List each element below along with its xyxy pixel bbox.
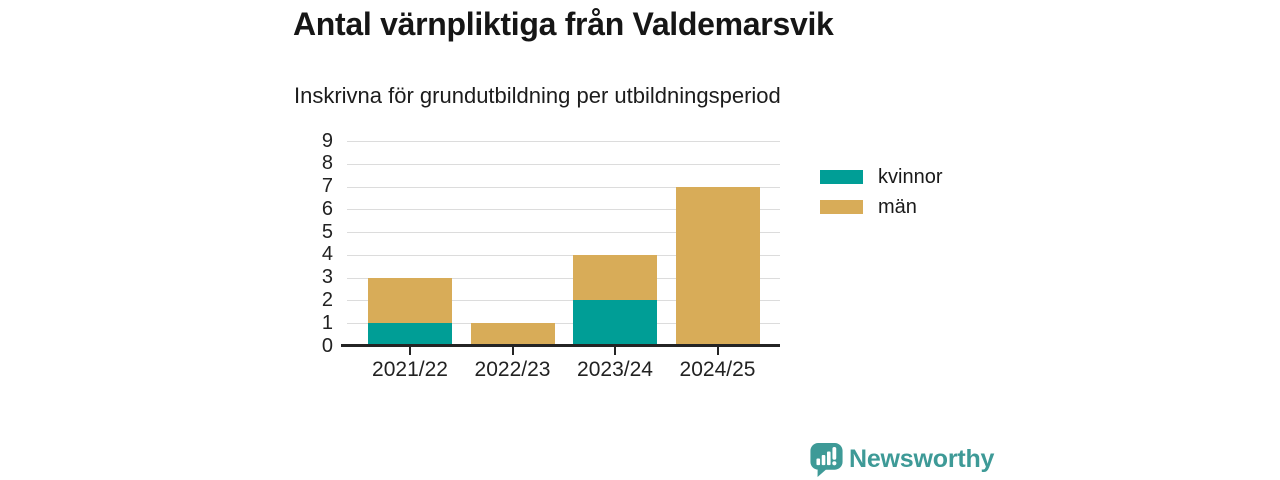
gridline-y1 [347,323,780,325]
bar-segment-kvinnor-2023/24 [573,300,657,346]
gridline-y9 [347,141,780,142]
gridline-y6 [347,209,780,211]
bar-segment-män-2022/23 [470,323,555,346]
x-tick-label-2023/24: 2023/24 [577,358,653,381]
x-tick-mark-2024/25 [716,346,719,355]
gridline-y2 [347,300,780,302]
y-tick-label-0: 0 [321,334,333,357]
legend-label-män: män [878,195,917,218]
gridline-y5 [347,232,780,234]
x-tick-mark-2022/23 [511,346,514,355]
newsworthy-logo-icon [810,442,843,478]
y-tick-label-9: 9 [321,129,333,152]
legend-swatch-män [820,200,863,214]
y-tick-label-1: 1 [321,311,333,334]
x-tick-label-2021/22: 2021/22 [372,358,448,381]
legend-swatch-kvinnor [820,170,863,184]
legend: kvinnor män [820,165,942,225]
x-tick-mark-2021/22 [409,346,411,355]
chart-title: Antal värnpliktiga från Valdemarsvik [293,6,834,42]
bar-segment-män-2023/24 [573,254,657,301]
gridline-y4 [347,254,780,256]
y-tick-label-5: 5 [321,220,333,243]
y-tick-label-2: 2 [321,288,333,311]
y-tick-label-3: 3 [321,266,333,289]
plot-area [341,141,780,347]
chart-subtitle: Inskrivna för grundutbildning per utbild… [294,83,781,108]
y-tick-label-4: 4 [321,243,333,266]
gridline-y8 [347,163,780,165]
x-tick-label-2022/23: 2022/23 [474,358,551,381]
brand-footer: Newsworthy [808,441,994,478]
brand-name: Newsworthy [849,445,995,473]
x-axis-line [341,344,780,347]
x-tick-label-2024/25: 2024/25 [679,358,756,381]
legend-item-kvinnor: kvinnor [820,165,942,189]
legend-item-män: män [820,195,942,219]
bar-segment-män-2024/25 [675,186,760,346]
gridline-y7 [347,186,780,188]
legend-label-kvinnor: kvinnor [878,165,943,188]
bar-segment-kvinnor-2021/22 [368,323,452,346]
gridline-y3 [347,277,780,279]
bar-segment-män-2021/22 [368,277,452,324]
y-tick-label-7: 7 [321,175,333,198]
y-tick-label-6: 6 [321,197,333,220]
x-tick-mark-2023/24 [614,346,616,355]
y-tick-label-8: 8 [321,152,333,175]
